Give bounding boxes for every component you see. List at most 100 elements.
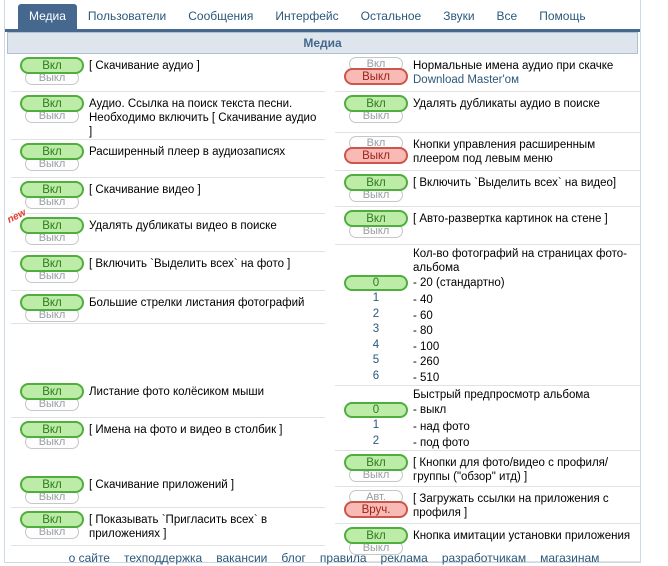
setting-label: Расширенный плеер в аудиозаписях: [89, 143, 325, 159]
toggle-group: Вкл Выкл: [11, 143, 89, 171]
setting-select-row: Быстрый предпросмотр альбома 0 - выкл 1 - на…: [335, 386, 640, 451]
setting-row: Вкл Выкл Аудио. Ссылка на поиск текста пес…: [11, 92, 325, 140]
on-button[interactable]: Вкл: [20, 383, 84, 400]
setting-label-text: [ Скачивание видео ]: [89, 184, 201, 196]
toggle-group: Вкл Выкл: [335, 136, 413, 164]
toggle-group: Вкл Выкл: [11, 511, 89, 539]
setting-label: Кнопка имитации установки приложения: [413, 527, 640, 543]
toggle-group: Вкл Выкл: [11, 476, 89, 504]
setting-label-text: Аудио. Ссылка на поиск текста песни. Нео…: [89, 98, 317, 138]
setting-label-text: Кнопки управления расширенным плеером по…: [413, 139, 596, 165]
on-button[interactable]: Вкл: [20, 294, 84, 311]
on-button[interactable]: Вкл: [20, 181, 84, 198]
option-number[interactable]: 3: [372, 323, 380, 335]
on-button[interactable]: Вкл: [20, 421, 84, 438]
setting-label-text: [ Загружать ссылки на приложения с профи…: [413, 493, 609, 519]
footer-link[interactable]: разработчикам: [441, 551, 527, 565]
select-option-cell: 1: [335, 419, 413, 433]
setting-row: Вкл Выкл[ Скачивание приложений ]: [11, 473, 325, 508]
off-button[interactable]: Выкл: [25, 71, 79, 85]
on-button[interactable]: Вкл: [20, 476, 84, 493]
setting-row: Вкл Выкл Большие стрелки листания фотограф…: [11, 291, 325, 324]
select-option-cell: 6: [335, 370, 413, 384]
on-button[interactable]: Вкл: [344, 174, 408, 191]
off-button[interactable]: Выкл: [25, 308, 79, 322]
section-title: Медиа: [303, 36, 342, 50]
tab-все[interactable]: Все: [496, 9, 518, 23]
tab-остальное[interactable]: Остальное: [360, 9, 422, 23]
setting-label: Аудио. Ссылка на поиск текста песни. Нео…: [89, 95, 325, 139]
select-option-line: 5 - 260: [335, 354, 640, 370]
option-number[interactable]: 5: [372, 354, 380, 366]
setting-label-text: [ Кнопки для фото/видео с профиля/группы…: [413, 457, 609, 483]
option-number[interactable]: 2: [372, 307, 380, 320]
settings-panel: Медиа Пользователи Сообщения Интерфейс Остал…: [4, 0, 641, 563]
off-button[interactable]: Выкл: [25, 525, 79, 539]
select-title-line: Кол-во фотографий на страницах фото-альб…: [335, 245, 640, 275]
tab-звуки[interactable]: Звуки: [443, 9, 475, 23]
setting-link[interactable]: Download Master'ом: [413, 74, 519, 86]
setting-row: Вкл Выкл[ Имена на фото и видео в столбик…: [11, 418, 325, 453]
footer-link[interactable]: вакансии: [216, 551, 268, 565]
off-button[interactable]: Выкл: [25, 269, 79, 283]
on-button[interactable]: Вкл: [344, 527, 408, 544]
footer-link[interactable]: техподдержка: [123, 551, 203, 565]
tab-интерфейс[interactable]: Интерфейс: [275, 9, 339, 23]
option-number[interactable]: 6: [372, 369, 380, 382]
select-option-line: 6 - 510: [335, 370, 640, 386]
off-button[interactable]: Выкл: [344, 147, 408, 164]
setting-row: Вкл Выкл Расширенный плеер в аудиозаписях: [11, 140, 325, 178]
setting-label: [ Загружать ссылки на приложения с профи…: [413, 490, 640, 520]
option-number[interactable]: 4: [372, 338, 380, 351]
off-button[interactable]: Выкл: [344, 68, 408, 85]
on-button[interactable]: Вкл: [344, 210, 408, 227]
setting-label-text: [ Имена на фото и видео в столбик ]: [89, 424, 283, 436]
setting-label-text: [ Авто-развертка картинок на стене ]: [413, 213, 608, 225]
setting-row: Вкл Выкл Кнопка имитации установки приложе…: [335, 524, 640, 562]
option-selected-pill[interactable]: 0: [344, 275, 408, 291]
on-button[interactable]: Вкл: [344, 95, 408, 112]
on-button[interactable]: Вкл: [20, 143, 84, 160]
footer-link[interactable]: магазинам: [540, 551, 600, 565]
setting-label: [ Скачивание видео ]: [89, 181, 325, 197]
select-option-cell: 2: [335, 308, 413, 322]
on-button[interactable]: Вкл: [20, 255, 84, 272]
settings-column-right: Вкл Выкл Нормальные имена аудио при скачке…: [335, 54, 640, 562]
off-button[interactable]: Выкл: [25, 195, 79, 209]
select-option-desc: - 260: [413, 356, 440, 368]
option-number[interactable]: 1: [372, 292, 380, 304]
off-button[interactable]: Выкл: [349, 109, 403, 123]
select-option-line: 0 - выкл: [335, 402, 640, 419]
footer-link[interactable]: блог: [281, 551, 306, 565]
select-option-cell: 3: [335, 323, 413, 337]
tab-медиа[interactable]: Медиа: [18, 4, 77, 29]
setting-label: Кнопки управления расширенным плеером по…: [413, 136, 640, 166]
off-button[interactable]: Выкл: [25, 490, 79, 504]
on-button[interactable]: Вкл: [20, 511, 84, 528]
option-number[interactable]: 1: [372, 419, 380, 431]
off-button[interactable]: Выкл: [25, 231, 79, 245]
on-button[interactable]: Вкл: [344, 454, 408, 471]
select-option-desc: - 80: [413, 325, 433, 337]
off-button[interactable]: Вруч.: [344, 501, 408, 518]
tab-пользователи[interactable]: Пользователи: [87, 9, 167, 23]
select-option-cell: 5: [335, 354, 413, 368]
on-button[interactable]: Вкл: [20, 95, 84, 112]
toggle-group: Вкл Выкл: [335, 174, 413, 202]
setting-label: Удалять дубликаты аудио в поиске: [413, 95, 640, 111]
toggle-group: Вкл Выкл: [11, 383, 89, 411]
on-button[interactable]: Вкл: [20, 57, 84, 74]
toggle-group: Вкл Выкл: [335, 527, 413, 555]
off-button[interactable]: Выкл: [349, 468, 403, 482]
select-title: Кол-во фотографий на страницах фото-альб…: [413, 248, 628, 274]
option-number[interactable]: 2: [372, 434, 380, 447]
setting-label-text: Нормальные имена аудио при скачке: [413, 60, 614, 72]
on-button[interactable]: Вкл: [20, 217, 84, 234]
option-selected-pill[interactable]: 0: [344, 402, 408, 418]
tab-помощь[interactable]: Помощь: [539, 9, 586, 23]
tab-сообщения[interactable]: Сообщения: [188, 9, 254, 23]
select-option-line: 1 - над фото: [335, 419, 640, 435]
footer-link[interactable]: о сайте: [68, 551, 110, 565]
off-button[interactable]: Выкл: [349, 188, 403, 202]
